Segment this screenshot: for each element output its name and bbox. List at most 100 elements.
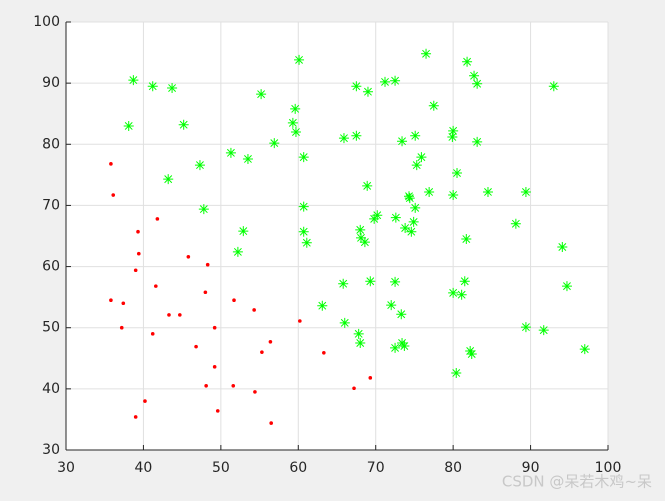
point xyxy=(472,78,483,89)
point xyxy=(294,54,305,65)
point xyxy=(133,415,138,419)
point xyxy=(298,152,309,163)
point xyxy=(353,328,364,339)
x-tick-label: 80 xyxy=(444,460,462,476)
point xyxy=(238,226,249,237)
point xyxy=(290,103,301,114)
point xyxy=(352,386,356,391)
point xyxy=(167,313,171,317)
point xyxy=(451,367,462,378)
point xyxy=(178,313,182,317)
point xyxy=(561,281,572,292)
point xyxy=(198,204,209,215)
point xyxy=(133,268,138,273)
point xyxy=(225,147,236,158)
point xyxy=(212,365,217,369)
x-tick-label: 30 xyxy=(57,460,75,476)
point xyxy=(520,186,531,197)
point xyxy=(355,338,366,348)
point xyxy=(123,120,134,131)
point xyxy=(205,262,210,267)
point xyxy=(298,319,302,323)
point xyxy=(424,186,435,197)
point xyxy=(351,130,362,141)
point xyxy=(163,174,174,185)
point xyxy=(397,136,408,147)
point xyxy=(448,190,459,201)
point xyxy=(143,399,147,403)
point xyxy=(287,117,298,128)
point xyxy=(128,75,139,86)
point xyxy=(380,76,391,87)
x-tick-label: 60 xyxy=(289,460,307,476)
point xyxy=(482,186,493,197)
point xyxy=(178,119,189,130)
point xyxy=(154,284,158,288)
point xyxy=(215,409,220,413)
point xyxy=(232,246,243,257)
point xyxy=(253,390,257,394)
point xyxy=(362,86,373,97)
point xyxy=(204,384,208,388)
y-tick-label: 80 xyxy=(42,136,60,152)
point xyxy=(428,100,439,111)
point xyxy=(397,338,408,348)
point xyxy=(461,234,472,245)
point xyxy=(150,332,155,336)
point xyxy=(356,232,367,243)
y-tick-label: 70 xyxy=(42,197,60,213)
point xyxy=(390,276,401,287)
point xyxy=(396,309,407,320)
point xyxy=(406,226,417,237)
point xyxy=(290,127,301,138)
point xyxy=(390,75,401,86)
point xyxy=(365,276,376,287)
point xyxy=(410,202,421,213)
y-tick-label: 30 xyxy=(42,442,60,458)
point xyxy=(448,125,459,136)
point xyxy=(252,308,256,312)
point xyxy=(298,201,309,212)
point xyxy=(472,136,483,147)
point xyxy=(268,339,273,344)
point xyxy=(421,48,432,59)
y-tick-label: 90 xyxy=(42,75,60,91)
y-tick-label: 40 xyxy=(42,381,60,397)
point xyxy=(351,81,362,92)
point xyxy=(456,289,467,300)
point xyxy=(459,276,470,287)
point xyxy=(386,300,397,311)
point xyxy=(404,191,415,202)
point xyxy=(548,81,559,92)
y-tick-label: 100 xyxy=(33,14,60,30)
y-tick-label: 60 xyxy=(42,259,60,275)
point xyxy=(410,130,421,141)
point xyxy=(520,322,531,333)
point xyxy=(109,162,113,166)
point xyxy=(368,376,373,380)
point xyxy=(111,193,116,197)
point xyxy=(232,298,236,303)
point xyxy=(538,325,549,336)
point xyxy=(269,421,273,425)
point xyxy=(231,384,236,388)
point xyxy=(212,325,217,330)
point xyxy=(408,216,419,227)
x-tick-label: 70 xyxy=(367,460,385,476)
watermark: CSDN @呆若木鸡~呆 xyxy=(502,473,652,491)
plot-area xyxy=(66,22,608,450)
point xyxy=(121,301,126,306)
point xyxy=(167,83,178,94)
x-tick-label: 100 xyxy=(595,460,622,476)
point xyxy=(260,350,264,354)
point xyxy=(147,81,158,92)
point xyxy=(362,180,373,191)
point xyxy=(136,251,141,256)
point xyxy=(465,345,476,356)
point xyxy=(448,287,459,298)
point xyxy=(338,133,349,144)
point xyxy=(557,242,568,253)
point xyxy=(317,300,328,311)
